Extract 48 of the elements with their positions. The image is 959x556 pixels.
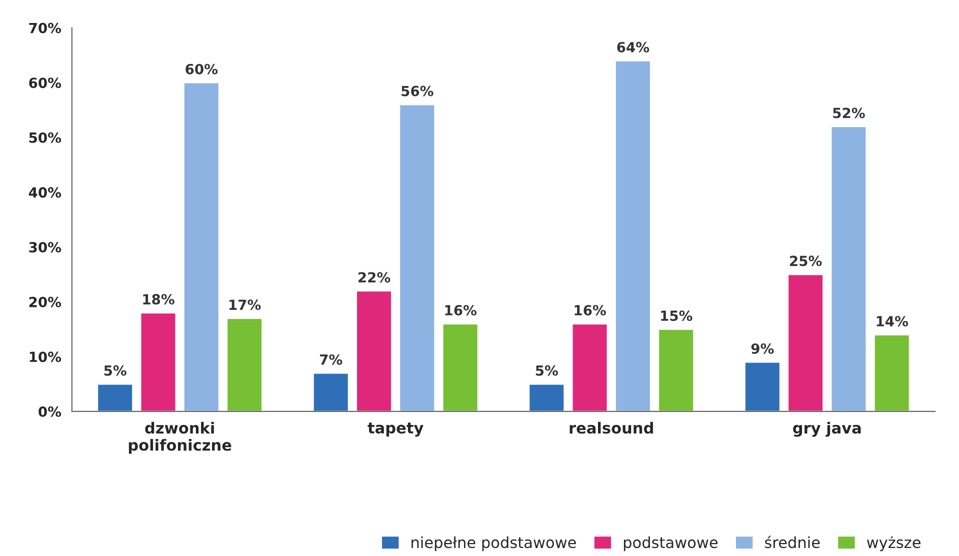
text: 25% [790, 256, 822, 266]
y-tick-label: 60% [29, 78, 62, 88]
text: 64% [617, 42, 650, 52]
bar [398, 104, 436, 412]
x-tick-label: dzwonki polifoniczne [128, 422, 232, 454]
bar [744, 361, 781, 412]
text: 17% [229, 300, 261, 310]
x-tick-label: gry java [793, 422, 861, 437]
x-tick-label: tapety [368, 422, 424, 437]
bar [873, 334, 910, 412]
text: 5% [104, 365, 126, 376]
bar [614, 60, 652, 412]
text: 7% [320, 354, 342, 365]
bar [226, 318, 263, 412]
text: 16% [445, 305, 476, 316]
text: 56% [402, 86, 434, 96]
text: 5% [536, 365, 558, 376]
text: 18% [143, 294, 174, 305]
bar [140, 312, 177, 412]
bar [312, 372, 350, 412]
bar [830, 126, 868, 412]
y-tick-label: 70% [29, 22, 62, 34]
text: 9% [751, 343, 774, 354]
bar [528, 383, 566, 412]
legend-label: niepełne podstawowe [412, 536, 576, 552]
x-tick-label: realsound [570, 422, 653, 434]
legend-label: średnie [765, 536, 820, 548]
y-tick-label: 10% [30, 352, 62, 362]
text: 22% [358, 272, 390, 283]
y-tick-label: 30% [29, 242, 62, 252]
bar [658, 328, 694, 412]
y-tick-label: 50% [29, 132, 62, 143]
legend-label: wyższe [866, 536, 920, 552]
y-tick-label: 40% [28, 187, 62, 198]
bar [356, 290, 392, 412]
bar [183, 82, 220, 412]
bar [571, 323, 608, 412]
bar [787, 274, 824, 412]
bar [442, 323, 479, 412]
text: 15% [661, 310, 692, 321]
y-tick-label: 0% [38, 406, 62, 417]
text: 60% [186, 64, 218, 74]
text: 16% [574, 305, 606, 316]
legend-label: podstawowe [624, 536, 718, 552]
y-tick-label: 20% [29, 296, 62, 308]
bar [96, 383, 134, 412]
text: 52% [833, 108, 865, 118]
text: 14% [876, 316, 908, 326]
